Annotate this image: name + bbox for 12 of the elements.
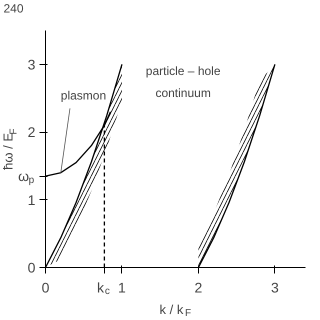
y-tick-label: 3 — [28, 56, 36, 72]
x-tick-label: 1 — [118, 280, 126, 296]
x-tick-label: 2 — [194, 280, 203, 296]
y-tick-label: 0 — [28, 260, 36, 276]
text: 240 — [4, 2, 24, 16]
annotation: plasmon — [60, 88, 106, 103]
y-tick-label: 2 — [28, 124, 36, 140]
y-tick-label: 1 — [28, 192, 36, 208]
y-axis-title: ħω / EF — [0, 128, 20, 170]
x-tick-label: 3 — [270, 280, 279, 296]
annotation: particle – hole continuum — [146, 64, 221, 100]
x-tick-label: 0 — [42, 280, 50, 296]
